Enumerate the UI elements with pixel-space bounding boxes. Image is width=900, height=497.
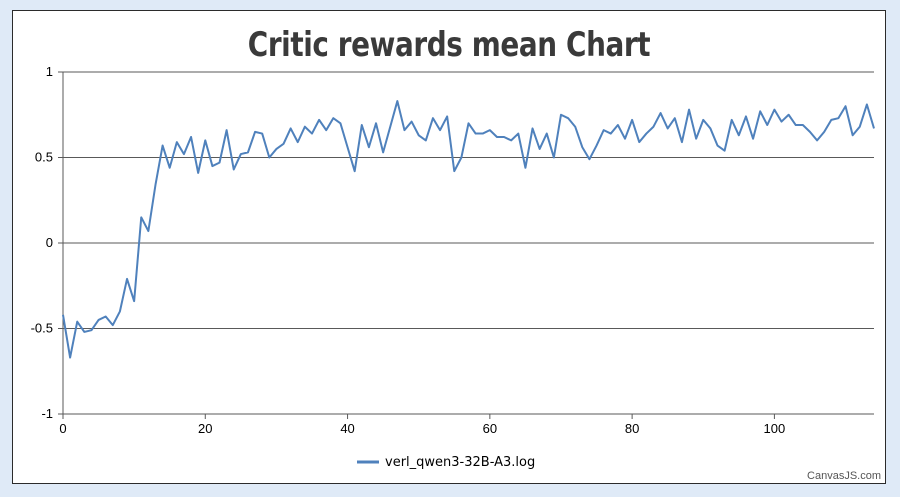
series-layer	[62, 100, 875, 359]
credit-text[interactable]: CanvasJS.com	[807, 470, 881, 482]
x-tick-label: 20	[198, 421, 212, 436]
x-tick-label: 100	[764, 421, 786, 436]
x-tick-label: 0	[59, 421, 66, 436]
x-tick-label: 60	[483, 421, 497, 436]
series-line	[62, 100, 875, 359]
y-tick-label: -1	[41, 406, 53, 421]
line-chart: -1 -0.5 0 0.5 1 0 20 40 60 80 100 verl_qwen3-32B-A…	[31, 64, 881, 482]
y-tick-label: 0.5	[35, 150, 53, 165]
axes: -1 -0.5 0 0.5 1 0 20 40 60 80 100	[31, 64, 874, 436]
y-tick-label: 1	[46, 64, 53, 79]
chart-frame: Critic rewards mean Chart -1 -0.5 0 0.5 1 0 20…	[12, 10, 886, 484]
y-tick-label: 0	[46, 235, 53, 250]
legend-label: verl_qwen3-32B-A3.log	[385, 455, 535, 470]
x-tick-label: 80	[625, 421, 639, 436]
chart-title: Critic rewards mean Chart	[247, 25, 651, 65]
legend: verl_qwen3-32B-A3.log	[357, 455, 535, 470]
y-tick-label: -0.5	[31, 321, 53, 336]
x-tick-label: 40	[340, 421, 354, 436]
